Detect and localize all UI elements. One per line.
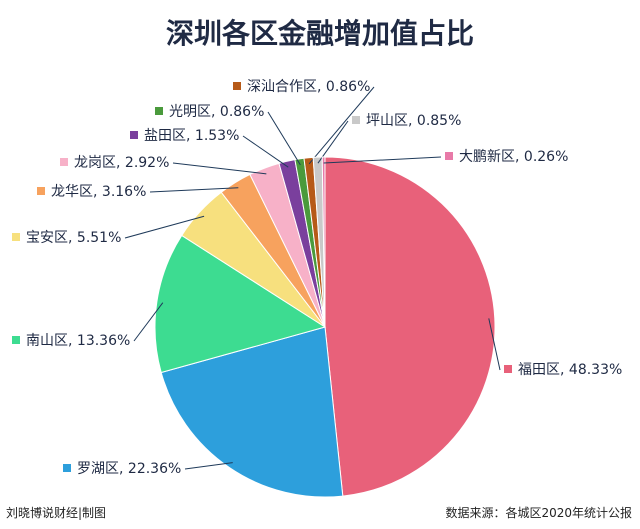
leader-line xyxy=(172,162,267,175)
slice-label: 龙华区3.16% xyxy=(37,184,146,200)
pie-slice xyxy=(321,156,326,328)
leader-line xyxy=(149,187,239,193)
slice-label: 坪山区0.85% xyxy=(352,113,461,129)
value-label: 2.92% xyxy=(116,155,169,171)
leader-line xyxy=(184,462,233,470)
legend-swatch xyxy=(63,464,71,472)
value-label: 22.36% xyxy=(119,461,181,477)
leader-line xyxy=(133,302,164,342)
value-label: 5.51% xyxy=(68,230,121,246)
value-label: 13.36% xyxy=(68,333,130,349)
legend-swatch xyxy=(12,233,20,241)
category-label: 盐田区 xyxy=(144,128,186,144)
slice-label: 罗湖区22.36% xyxy=(63,461,181,477)
leader-line xyxy=(124,215,205,239)
legend-swatch xyxy=(130,131,138,139)
slice-label: 盐田区1.53% xyxy=(130,128,239,144)
value-label: 3.16% xyxy=(93,184,146,200)
category-label: 龙华区 xyxy=(51,184,93,200)
pie-slice xyxy=(324,156,496,497)
leader-line xyxy=(267,111,301,166)
chart-title: 深圳各区金融增加值占比 xyxy=(165,17,474,50)
slice-label: 光明区0.86% xyxy=(155,104,264,120)
pie-slice xyxy=(154,234,327,374)
legend-swatch xyxy=(37,187,45,195)
slice-label: 南山区13.36% xyxy=(12,333,130,349)
leader-line xyxy=(308,86,375,165)
legend-swatch xyxy=(352,116,360,124)
category-label: 宝安区 xyxy=(26,230,68,246)
category-label: 龙岗区 xyxy=(74,155,116,171)
category-label: 罗湖区 xyxy=(77,461,119,477)
leader-line xyxy=(488,318,501,371)
source: 数据来源：各城区2020年统计公报 xyxy=(445,506,632,520)
credit: 刘晓博说财经|制图 xyxy=(6,506,107,520)
category-label: 福田区 xyxy=(518,362,560,378)
leader-line xyxy=(323,156,442,164)
legend-swatch xyxy=(233,82,241,90)
category-label: 南山区 xyxy=(26,333,68,349)
slice-label: 龙岗区2.92% xyxy=(60,155,169,171)
slice-label: 大鹏新区0.26% xyxy=(445,149,568,165)
pie-slice xyxy=(160,326,344,498)
category-label: 坪山区 xyxy=(366,113,408,129)
legend-swatch xyxy=(504,365,512,373)
value-label: 0.26% xyxy=(515,149,568,165)
slice-label: 福田区48.33% xyxy=(504,362,622,378)
legend-swatch xyxy=(12,336,20,344)
category-label: 大鹏新区 xyxy=(459,149,515,165)
legend-swatch xyxy=(445,152,453,160)
value-label: 1.53% xyxy=(186,128,239,144)
legend-swatch xyxy=(155,107,163,115)
value-label: 0.86% xyxy=(211,104,264,120)
category-label: 深汕合作区 xyxy=(247,79,317,95)
value-label: 48.33% xyxy=(560,362,622,378)
leader-line xyxy=(317,120,349,164)
slice-label: 宝安区5.51% xyxy=(12,230,121,246)
legend-swatch xyxy=(60,158,68,166)
slice-label: 深汕合作区0.86% xyxy=(233,79,370,95)
category-label: 光明区 xyxy=(169,104,211,120)
leader-line xyxy=(242,135,289,168)
value-label: 0.85% xyxy=(408,113,461,129)
value-label: 0.86% xyxy=(317,79,370,95)
